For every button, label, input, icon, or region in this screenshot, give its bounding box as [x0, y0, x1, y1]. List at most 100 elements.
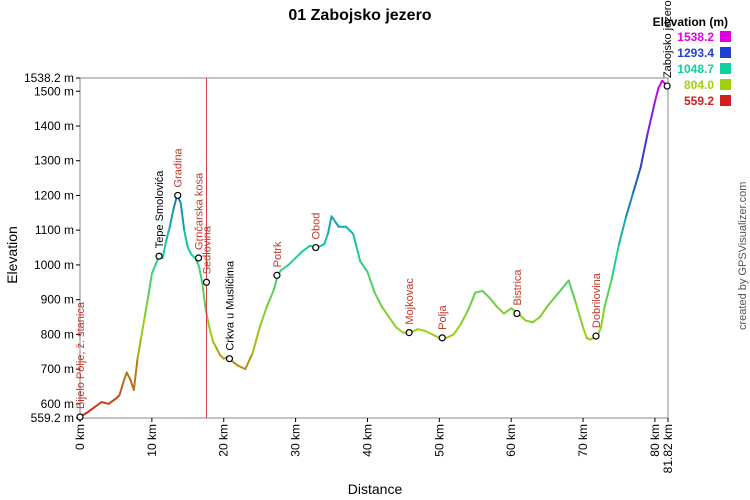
elevation-line-segment	[125, 371, 132, 381]
waypoint-marker	[513, 309, 521, 318]
elevation-line-segment	[481, 289, 491, 299]
elevation-line-segment	[150, 263, 157, 275]
x-axis-label: Distance	[348, 481, 403, 497]
elevation-line-segment	[186, 246, 193, 256]
x-tick-label: 50 km	[432, 424, 446, 457]
waypoint-marker	[663, 82, 671, 90]
x-tick-label: 30 km	[289, 424, 303, 457]
elevation-line-segment	[603, 277, 613, 308]
waypoint-label: Zabojsko jezero	[662, 0, 674, 78]
waypoint-label: Dobrilovina	[591, 272, 603, 328]
elevation-line-segment	[452, 322, 462, 336]
waypoint-label: Grnčarska kosa	[194, 172, 206, 250]
waypoint-marker	[225, 355, 234, 363]
waypoint-label: Obod	[311, 213, 323, 240]
y-tick-label: 700 m	[41, 362, 74, 376]
legend-value: 804.0	[684, 78, 714, 92]
elevation-line-segment	[140, 316, 146, 339]
elevation-line-segment	[459, 309, 470, 325]
elevation-line-segment	[258, 305, 268, 329]
elevation-line-segment	[323, 232, 329, 246]
elevation-line-segment	[380, 305, 391, 319]
x-tick-label: 60 km	[504, 424, 518, 457]
elevation-line-segment	[107, 397, 117, 405]
legend-swatch	[720, 79, 731, 90]
elevation-line-segment	[136, 336, 143, 360]
elevation-line-segment	[416, 328, 426, 332]
chart-title: 01 Zabojsko jezero	[288, 7, 431, 24]
x-tick-label: 10 km	[145, 424, 159, 457]
waypoint-marker	[312, 243, 320, 252]
elevation-line-segment	[625, 190, 635, 218]
x-tick-label: 0 km	[73, 424, 87, 450]
elevation-line-segment	[632, 166, 642, 193]
y-tick-label: 1538.2 m	[24, 71, 74, 85]
elevation-line-segment	[610, 243, 620, 280]
elevation-line-segment	[86, 406, 96, 414]
elevation-line-segment	[538, 305, 549, 319]
waypoint-label: Polja	[437, 305, 449, 330]
plot-frame	[79, 77, 669, 419]
elevation-line-segment	[201, 281, 207, 312]
elevation-line-segment	[445, 333, 455, 339]
elevation-line-segment	[165, 225, 171, 242]
y-tick-label: 1100 m	[35, 223, 74, 237]
elevation-line-segment	[229, 359, 240, 367]
elevation-line-segment	[208, 326, 214, 343]
elevation-line-segment	[467, 291, 477, 312]
elevation-line-segment	[352, 232, 358, 249]
elevation-line-segment	[215, 347, 222, 357]
waypoints: Bijelo Polje, ž. stanica Tepe Smolovića Gr…	[75, 0, 674, 421]
waypoint-label: Tepe Smolovića	[154, 170, 166, 249]
y-tick-label: 1400 m	[34, 119, 74, 133]
waypoint-marker	[202, 278, 211, 286]
elevation-line-segment	[326, 215, 333, 235]
waypoint-marker	[273, 271, 281, 279]
waypoint-marker	[155, 252, 163, 260]
waypoint-marker	[174, 191, 182, 200]
x-tick-label: 20 km	[217, 424, 231, 457]
elevation-line-segment	[93, 401, 103, 409]
waypoint-marker	[405, 329, 413, 337]
waypoint-label: Bijelo Polje, ž. stanica	[75, 301, 87, 409]
waypoint-marker	[194, 254, 203, 262]
elevation-line-segment	[251, 326, 261, 355]
y-axis-label: Elevation	[4, 226, 20, 284]
legend-swatch	[720, 95, 731, 106]
elevation-line-segment	[600, 305, 606, 329]
y-tick-label: 1000 m	[34, 258, 74, 272]
elevation-line-segment	[168, 208, 175, 228]
elevation-line-segment	[503, 307, 513, 315]
waypoint-label: Bistrica	[512, 269, 524, 306]
elevation-line-segment	[179, 201, 186, 232]
elevation-line-segment	[147, 272, 153, 298]
legend-title: Elevation (m)	[653, 15, 728, 29]
elevation-line-segment	[423, 329, 434, 336]
waypoint-label: Mojkovac	[404, 278, 416, 325]
elevation-line-segment	[488, 296, 498, 308]
elevation-line-segment	[617, 215, 628, 246]
legend-swatch	[720, 63, 731, 74]
legend-swatch	[720, 47, 731, 58]
elevation-line-segment	[143, 295, 150, 319]
y-tick-label: 600 m	[41, 397, 74, 411]
elevation-line-segment	[183, 229, 189, 249]
elevation-line-segment	[161, 239, 168, 259]
y-tick-label: 559.2 m	[31, 411, 74, 425]
y-tick-label: 1500 m	[34, 84, 74, 98]
elevation-line-segment	[567, 279, 577, 305]
legend: Elevation (m) 1538.2 1293.4 1048.7 804.0 559…	[653, 15, 731, 108]
elevation-line-segment	[560, 279, 570, 291]
elevation-line-segment	[373, 291, 383, 308]
elevation-line-segment	[122, 371, 128, 384]
waypoint-label: Potrk	[272, 241, 284, 267]
elevation-line-segment	[495, 305, 506, 315]
elevation-line-segment	[294, 250, 304, 259]
legend-value: 559.2	[684, 94, 714, 108]
elevation-line-segment	[524, 319, 534, 324]
elevation-line-segment	[197, 263, 204, 284]
x-tick-label: 70 km	[576, 424, 590, 457]
legend-value: 1048.7	[677, 62, 714, 76]
elevation-line-segment	[359, 260, 369, 273]
